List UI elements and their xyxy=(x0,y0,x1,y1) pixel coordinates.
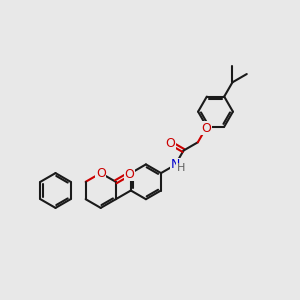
Text: O: O xyxy=(201,122,211,134)
Text: N: N xyxy=(171,158,180,171)
Text: O: O xyxy=(96,167,106,180)
Text: O: O xyxy=(166,136,176,150)
Text: O: O xyxy=(124,167,134,181)
Text: H: H xyxy=(176,164,185,173)
